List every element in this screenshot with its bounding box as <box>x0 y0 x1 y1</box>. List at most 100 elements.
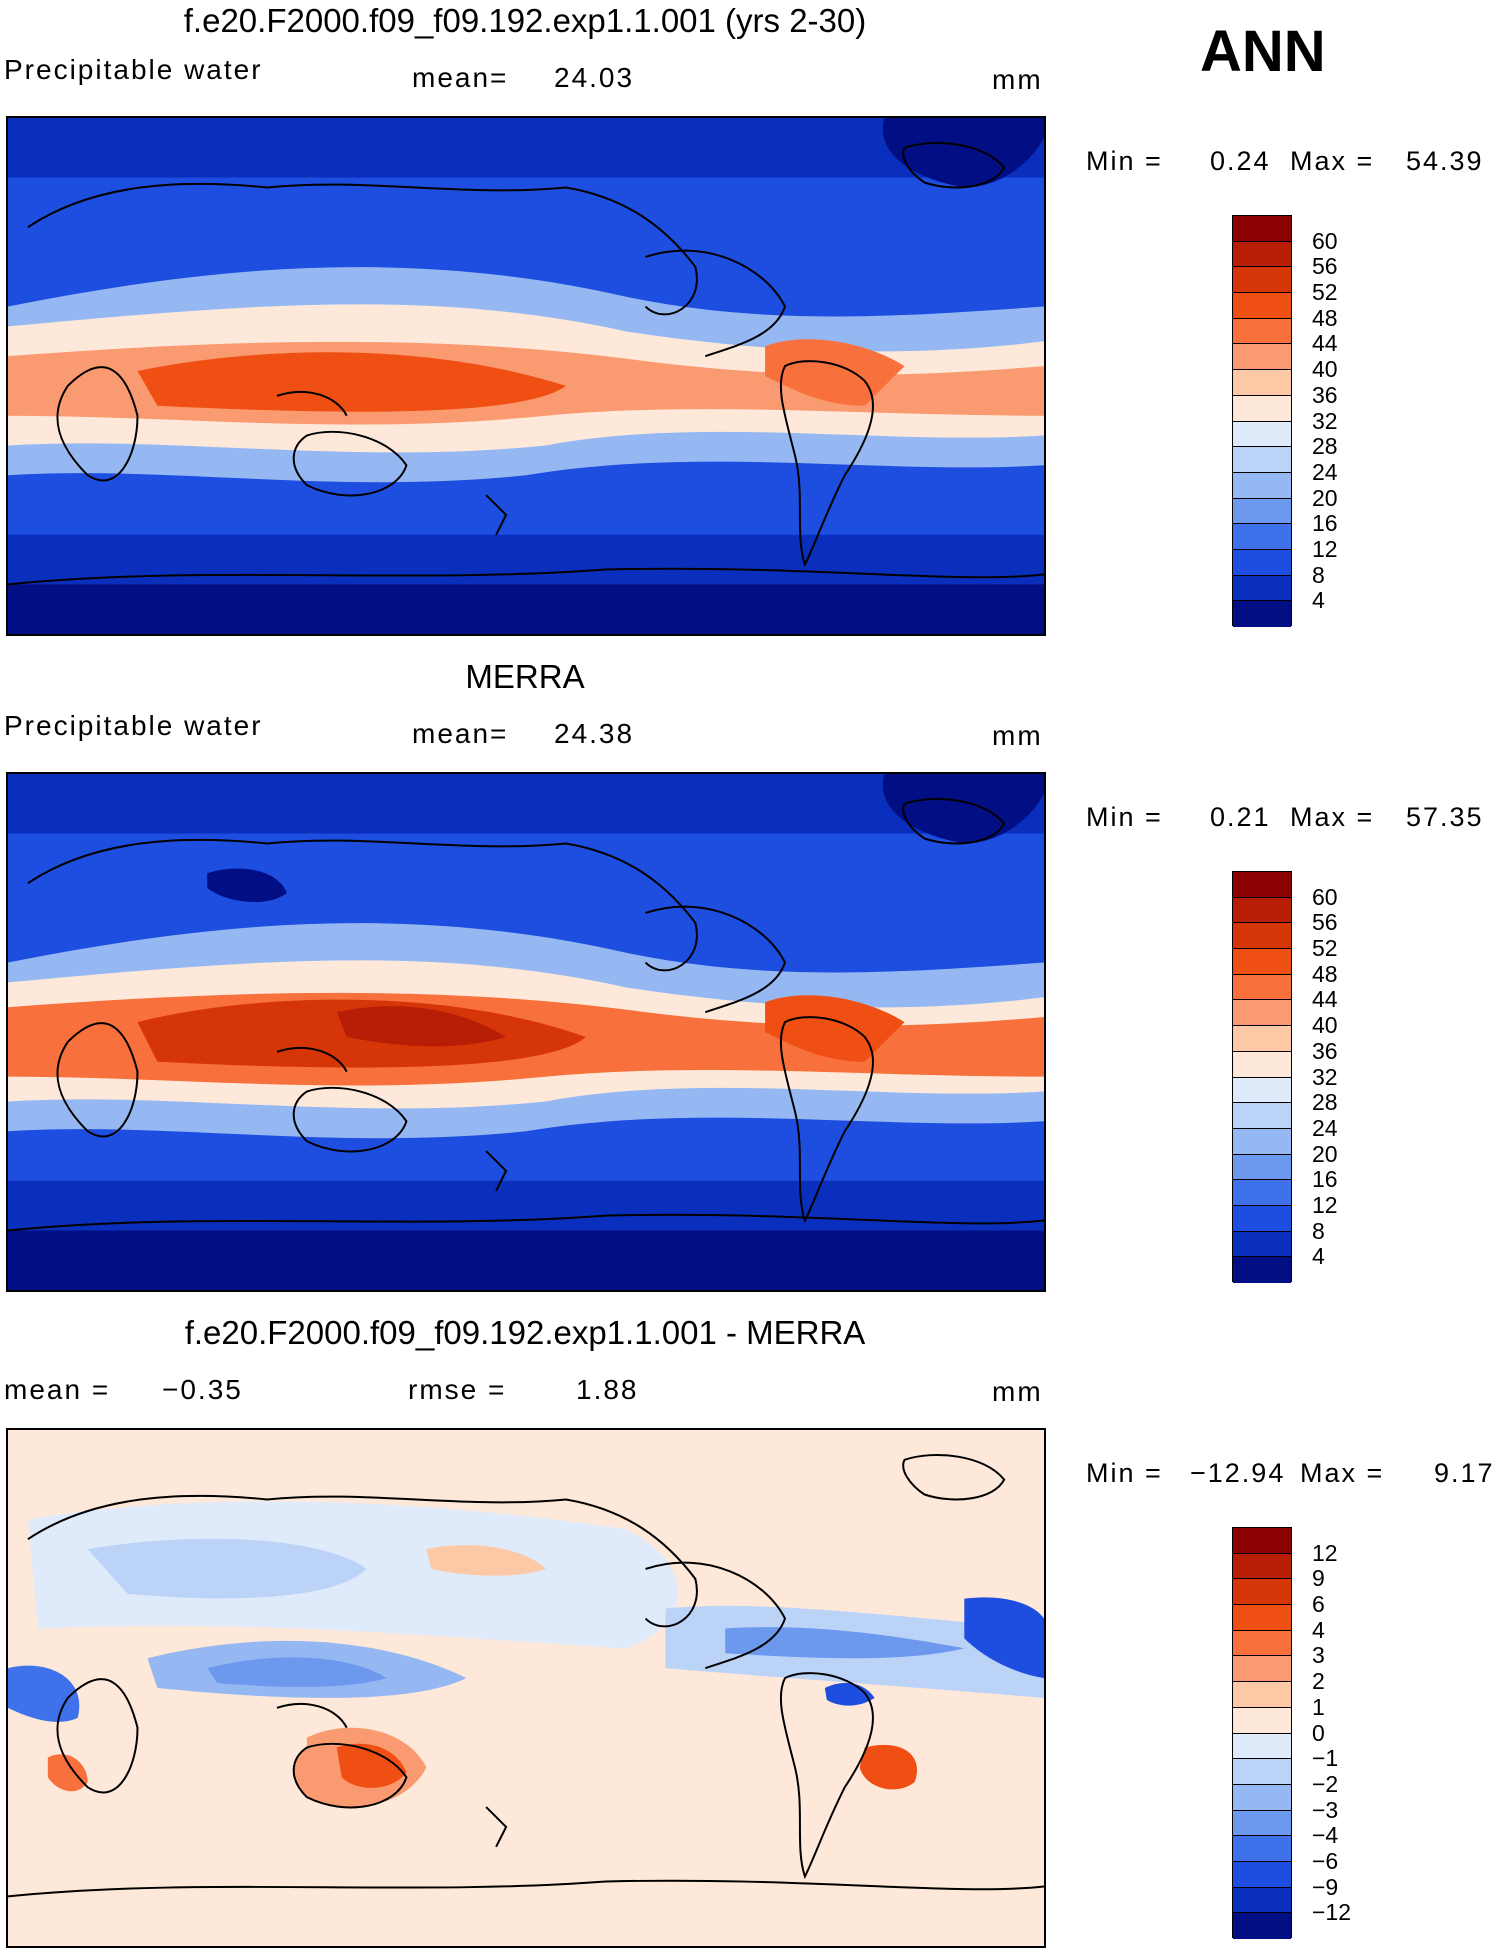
colorbar-segment <box>1233 421 1291 448</box>
panel3-max-label: Max = <box>1300 1458 1385 1488</box>
colorbar-segment <box>1233 293 1291 319</box>
colorbar-tick-label: 24 <box>1312 1114 1338 1141</box>
colorbar-segment <box>1233 1128 1291 1155</box>
panel3-units: mm <box>992 1376 1043 1407</box>
colorbar-segment <box>1233 1528 1291 1554</box>
panel3-min-label: Min = <box>1086 1458 1163 1488</box>
colorbar-segment <box>1233 1861 1291 1888</box>
colorbar-segment <box>1233 524 1291 550</box>
panel1-min-label: Min = <box>1086 146 1163 176</box>
colorbar-tick-label: 4 <box>1312 587 1325 614</box>
colorbar-tick-label: −4 <box>1312 1822 1339 1849</box>
colorbar-tick-label: −2 <box>1312 1770 1339 1797</box>
panel1-mean-value: 24.03 <box>554 62 635 93</box>
colorbar-segment <box>1233 1913 1291 1939</box>
panel2-units: mm <box>992 720 1043 751</box>
colorbar-tick-label: 48 <box>1312 960 1338 987</box>
colorbar-tick-label: 32 <box>1312 1063 1338 1090</box>
panel3-mean-value: −0.35 <box>162 1374 243 1405</box>
colorbar-segment <box>1233 370 1291 396</box>
colorbar-tick-label: 12 <box>1312 1539 1338 1566</box>
colorbar-segment <box>1233 1000 1291 1027</box>
colorbar-segment <box>1233 1836 1291 1862</box>
colorbar-tick-label: 16 <box>1312 1166 1338 1193</box>
panel1-variable: Precipitable water <box>4 54 263 85</box>
panel1-max-value: 54.39 <box>1406 146 1484 176</box>
colorbar-tick-label: 36 <box>1312 1037 1338 1064</box>
colorbar-segment <box>1233 923 1291 950</box>
panel3-colorbar <box>1232 1527 1292 1939</box>
colorbar-tick-label: 1 <box>1312 1693 1325 1720</box>
colorbar-segment <box>1233 1579 1291 1606</box>
colorbar-segment <box>1233 575 1291 602</box>
colorbar-segment <box>1233 1810 1291 1837</box>
colorbar-tick-label: −3 <box>1312 1796 1339 1823</box>
colorbar-tick-label: 56 <box>1312 909 1338 936</box>
colorbar-tick-label: 52 <box>1312 935 1338 962</box>
colorbar-tick-label: 20 <box>1312 484 1338 511</box>
colorbar-tick-label: 28 <box>1312 1089 1338 1116</box>
panel3-title: f.e20.F2000.f09_f09.192.exp1.1.001 - MER… <box>184 1314 866 1351</box>
panel3-mean-label: mean = <box>4 1374 111 1405</box>
colorbar-segment <box>1233 601 1291 627</box>
panel2-mean-label: mean= <box>412 718 509 749</box>
panel1-colorbar <box>1232 215 1292 627</box>
colorbar-segment <box>1233 395 1291 422</box>
colorbar-tick-label: 2 <box>1312 1668 1325 1695</box>
colorbar-tick-label: 6 <box>1312 1591 1325 1618</box>
colorbar-tick-label: 4 <box>1312 1243 1325 1270</box>
colorbar-tick-label: 32 <box>1312 407 1338 434</box>
colorbar-tick-label: 40 <box>1312 1012 1338 1039</box>
colorbar-segment <box>1233 447 1291 473</box>
colorbar-segment <box>1233 1733 1291 1760</box>
colorbar-tick-label: 36 <box>1312 381 1338 408</box>
colorbar-segment <box>1233 241 1291 268</box>
colorbar-segment <box>1233 1154 1291 1181</box>
colorbar-segment <box>1233 1630 1291 1657</box>
panel3-map <box>6 1428 1046 1948</box>
colorbar-tick-label: 40 <box>1312 356 1338 383</box>
panel2-variable: Precipitable water <box>4 710 263 741</box>
colorbar-segment <box>1233 344 1291 371</box>
colorbar-segment <box>1233 1553 1291 1580</box>
colorbar-tick-label: 60 <box>1312 883 1338 910</box>
colorbar-segment <box>1233 1103 1291 1129</box>
panel2-colorbar <box>1232 871 1292 1283</box>
colorbar-tick-label: 44 <box>1312 330 1338 357</box>
colorbar-segment <box>1233 1205 1291 1232</box>
panel1-mean-label: mean= <box>412 62 509 93</box>
panel3-rmse-value: 1.88 <box>576 1374 639 1405</box>
panel3-rmse-label: rmse = <box>408 1374 507 1405</box>
colorbar-tick-label: 8 <box>1312 1217 1325 1244</box>
colorbar-tick-label: 44 <box>1312 986 1338 1013</box>
colorbar-segment <box>1233 216 1291 242</box>
colorbar-segment <box>1233 1759 1291 1785</box>
colorbar-segment <box>1233 897 1291 924</box>
colorbar-segment <box>1233 1051 1291 1078</box>
colorbar-segment <box>1233 1887 1291 1914</box>
colorbar-tick-label: 3 <box>1312 1642 1325 1669</box>
panel3-min-value: −12.94 <box>1190 1458 1286 1488</box>
colorbar-tick-label: 24 <box>1312 458 1338 485</box>
colorbar-tick-label: 52 <box>1312 279 1338 306</box>
colorbar-tick-label: 56 <box>1312 253 1338 280</box>
colorbar-segment <box>1233 1180 1291 1206</box>
colorbar-segment <box>1233 1605 1291 1631</box>
colorbar-segment <box>1233 1231 1291 1258</box>
colorbar-segment <box>1233 1656 1291 1683</box>
panel2-mean-value: 24.38 <box>554 718 635 749</box>
colorbar-segment <box>1233 498 1291 525</box>
panel1-max-label: Max = <box>1290 146 1375 176</box>
colorbar-tick-label: −12 <box>1312 1899 1352 1926</box>
colorbar-segment <box>1233 267 1291 294</box>
colorbar-segment <box>1233 1707 1291 1734</box>
colorbar-segment <box>1233 1026 1291 1052</box>
panel2-min-value: 0.21 <box>1210 802 1271 832</box>
colorbar-tick-label: 4 <box>1312 1616 1325 1643</box>
colorbar-tick-label: 16 <box>1312 510 1338 537</box>
colorbar-segment <box>1233 1257 1291 1283</box>
colorbar-tick-label: 20 <box>1312 1140 1338 1167</box>
panel2-max-label: Max = <box>1290 802 1375 832</box>
colorbar-segment <box>1233 974 1291 1001</box>
colorbar-tick-label: 12 <box>1312 1191 1338 1218</box>
